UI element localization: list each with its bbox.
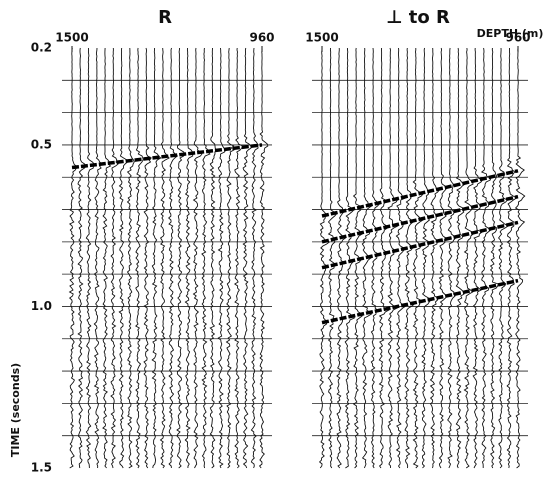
trace [93,47,103,469]
trace [225,47,235,469]
trace [387,47,399,469]
x-tick-label: 960 [249,31,274,45]
trace [514,47,526,469]
trace [447,47,457,469]
x-tick-label: 960 [505,31,530,45]
reflector [321,220,519,270]
trace [151,47,162,469]
x-tick-label: 1500 [55,31,88,45]
trace [429,47,440,469]
trace [135,47,144,469]
trace [110,47,119,469]
trace [242,47,252,469]
trace [85,47,95,469]
trace [176,47,186,469]
trace [480,47,492,468]
trace [102,47,112,469]
trace [472,47,484,469]
y-tick-label: 0.5 [31,137,52,151]
trace [327,47,338,469]
trace [412,48,424,469]
reflector [71,143,263,170]
trace [201,47,211,469]
trace [489,47,499,469]
trace [344,47,356,469]
trace [126,47,135,469]
trace [404,47,415,469]
trace [370,47,380,469]
trace [498,47,509,469]
trace [395,47,407,469]
trace [506,48,518,469]
trace [250,47,259,469]
trace [378,47,390,469]
trace [258,47,269,469]
y-tick-label: 0.2 [31,41,52,55]
trace [77,47,87,469]
reflector [321,169,519,218]
x-axis-label: DEPTH (m) [477,27,544,40]
trace [118,47,129,469]
trace [421,47,432,469]
panel-title: R [158,7,172,28]
y-tick-label: 1.0 [31,299,52,313]
panel-title: ⊥ to R [386,7,450,28]
trace [336,47,347,469]
trace [463,47,474,469]
reflector [321,194,519,244]
x-tick-label: 1500 [305,31,338,45]
trace [217,47,227,469]
trace [233,47,244,469]
trace [168,47,178,469]
trace [184,47,194,469]
trace [318,47,331,469]
trace [68,47,77,469]
trace [192,47,203,469]
trace [143,47,152,469]
y-axis-label: TIME (seconds) [9,363,22,457]
reflector [321,278,519,325]
trace [209,47,217,469]
y-tick-label: 1.5 [31,461,52,475]
trace [438,47,448,469]
trace [159,47,170,469]
trace [455,47,466,469]
